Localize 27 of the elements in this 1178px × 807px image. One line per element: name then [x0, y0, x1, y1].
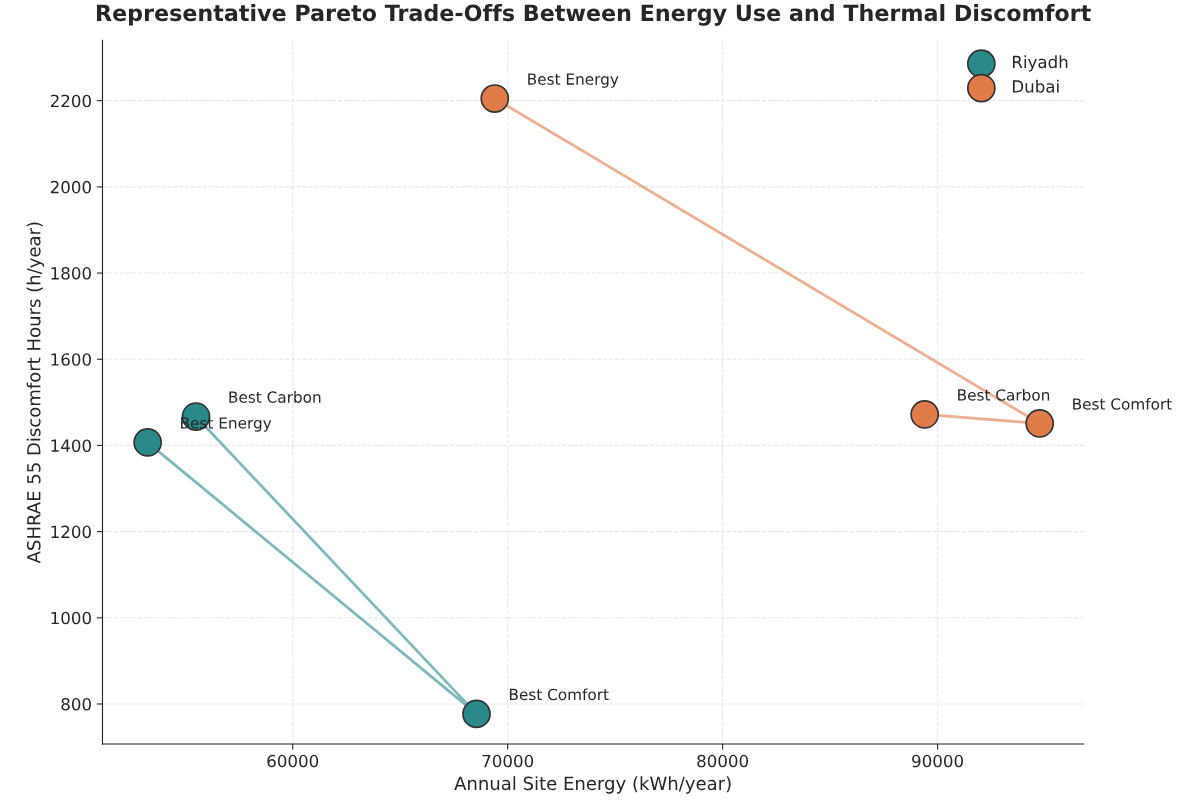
point [462, 699, 491, 729]
point [910, 400, 940, 429]
chart-title: Representative Pareto Trade-Offs Between Energy Use and Thermal Discomfort [97, 4, 1091, 26]
y-tick-label: 1400 [51, 439, 91, 452]
point [1025, 409, 1055, 438]
y-tick-label: 1600 [51, 353, 91, 366]
y-tick-label: 1200 [51, 525, 91, 539]
annotation: Best Comfort [509, 688, 609, 701]
y-tick-label: 1000 [51, 611, 91, 625]
point [133, 428, 162, 457]
x-axis-title: Annual Site Energy (kWh/year) [454, 776, 731, 794]
point [480, 84, 510, 113]
annotation: Best Comfort [1073, 397, 1172, 410]
x-tick-label: 70000 [482, 754, 534, 768]
legend-label: Dubai [1012, 79, 1059, 93]
legend-label: Riyadh [1012, 55, 1068, 72]
x-tick-label: 90000 [912, 754, 963, 768]
y-tick-label: 2000 [50, 180, 91, 194]
y-axis-title: ASHRAE 55 Discomfort Hours (h/year) [26, 222, 45, 564]
x-tick-label: 60000 [267, 754, 319, 768]
annotation: Best Energy [528, 73, 619, 88]
y-tick-label: 2200 [50, 94, 91, 108]
annotation: Best Carbon [958, 388, 1050, 401]
y-tick-label: 800 [61, 697, 91, 711]
annotation: Best Carbon [229, 391, 321, 403]
x-tick-label: 80000 [697, 754, 749, 768]
y-tick-label: 1800 [51, 267, 91, 280]
